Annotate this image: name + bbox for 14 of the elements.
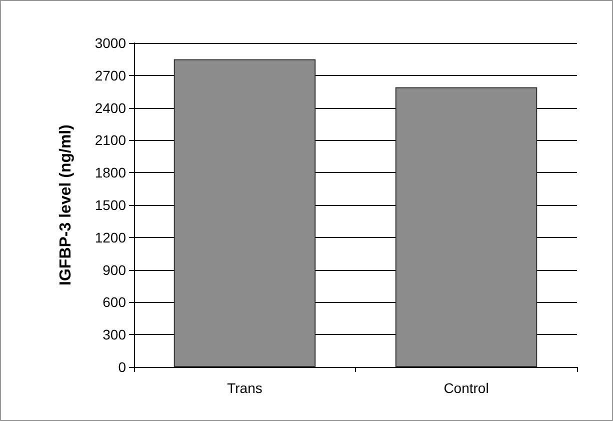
y-tick-label: 1500 <box>94 197 126 213</box>
y-tick-label: 1800 <box>94 164 126 181</box>
y-tick-label: 900 <box>102 262 126 278</box>
x-tick-label: Control <box>444 380 489 396</box>
y-tick-label: 300 <box>102 326 126 343</box>
y-axis-title: IGFBP-3 level (ng/ml) <box>58 124 74 286</box>
y-tick-label: 2700 <box>94 67 126 84</box>
y-tick-label: 2400 <box>94 100 126 116</box>
x-tick-label: Trans <box>227 380 262 396</box>
y-tick-label: 2100 <box>94 132 126 148</box>
y-tick-label: 3000 <box>94 35 126 51</box>
y-tick-label: 0 <box>118 359 126 375</box>
y-tick-label: 1200 <box>94 229 126 246</box>
y-tick-label: 600 <box>102 294 126 310</box>
